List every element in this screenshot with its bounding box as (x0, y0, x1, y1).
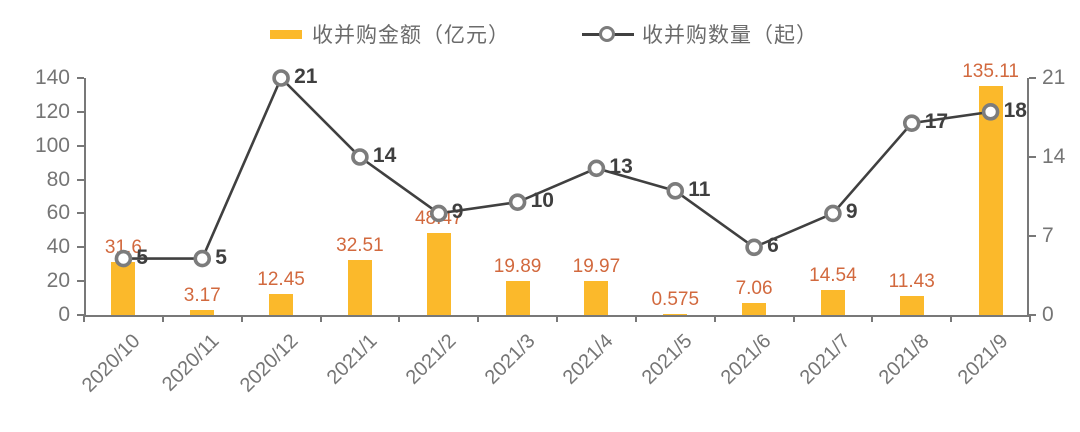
x-axis-tick (871, 315, 874, 322)
line-point-label: 18 (1003, 98, 1027, 122)
line-point-label: 6 (767, 234, 779, 258)
line-point-label: 21 (294, 65, 318, 88)
line-point-label: 5 (215, 245, 227, 269)
line-point-marker (824, 204, 842, 223)
y-axis-right-tick (1029, 156, 1036, 158)
y-axis-right-tick (1029, 235, 1036, 237)
bar-series-swatch-icon (270, 29, 302, 39)
line-series-marker-icon (582, 25, 634, 43)
x-axis-tick (319, 315, 322, 322)
line-point-marker (193, 249, 212, 268)
count-line (123, 75, 991, 260)
x-axis-tick (240, 315, 243, 322)
bar-value-label: 3.17 (183, 284, 221, 306)
y-axis-right-label: 14 (1042, 145, 1066, 168)
y-axis-left-tick (77, 212, 84, 215)
line-point-label: 14 (372, 144, 397, 167)
bar (505, 281, 530, 315)
y-axis-right-label: 21 (1042, 66, 1066, 89)
legend-item-amount: 收并购金额（亿元） (270, 20, 510, 48)
bar (742, 303, 767, 315)
y-axis-left-tick (77, 178, 84, 181)
y-axis-left-label: 100 (34, 133, 70, 157)
bar-value-label: 0.575 (651, 289, 700, 310)
y-axis-left-tick (77, 144, 84, 147)
x-axis-tick (1029, 315, 1031, 322)
line-point-label: 5 (136, 245, 149, 269)
line-point-marker (745, 238, 763, 257)
legend-item-count: 收并购数量（起） (582, 20, 818, 48)
y-axis-left-tick (77, 280, 84, 283)
x-axis-tick (398, 315, 401, 322)
y-axis-right-label: 7 (1042, 224, 1054, 247)
y-axis-left-label: 140 (34, 66, 70, 89)
y-axis-left-tick (77, 314, 84, 316)
bar-value-label: 135.11 (962, 61, 1019, 83)
line-point-marker (508, 193, 527, 211)
y-axis-right-line (1027, 78, 1029, 315)
y-axis-right-tick (1029, 77, 1036, 79)
bar (899, 295, 924, 315)
x-axis-tick (792, 315, 795, 322)
y-axis-left-tick (77, 110, 84, 113)
line-point-marker (981, 103, 1000, 121)
bar (978, 86, 1003, 315)
y-axis-right-label: 0 (1042, 303, 1054, 326)
line-point-marker (429, 204, 448, 223)
bar-value-label: 12.45 (257, 268, 305, 290)
legend-amount-label: 收并购金额（亿元） (312, 24, 510, 47)
line-point-marker (272, 69, 290, 87)
y-axis-left-label: 0 (58, 303, 70, 326)
bar (190, 309, 215, 315)
line-point-label: 9 (845, 200, 858, 224)
x-axis-tick (556, 315, 558, 322)
bar (663, 314, 688, 315)
y-axis-left-label: 80 (46, 167, 70, 191)
bar-value-label: 11.43 (888, 270, 935, 292)
y-axis-left-label: 40 (46, 235, 70, 259)
x-axis-tick (83, 315, 85, 322)
x-axis-tick (634, 315, 637, 322)
x-axis-tick (950, 315, 953, 322)
line-point-marker (351, 148, 369, 166)
x-axis-tick (161, 315, 164, 322)
bar-value-label: 31.6 (104, 236, 142, 258)
bar (426, 232, 451, 315)
bar-value-label: 7.06 (735, 278, 773, 300)
line-point-label: 17 (924, 110, 949, 134)
y-axis-left-label: 120 (34, 99, 70, 123)
bar-value-label: 19.97 (572, 256, 621, 278)
line-point-marker (666, 182, 685, 200)
legend-count-label: 收并购数量（起） (642, 24, 818, 47)
line-point-marker (902, 114, 921, 132)
bar (347, 259, 372, 315)
x-axis-tick (477, 315, 480, 322)
line-point-marker (587, 159, 606, 178)
y-axis-left-line (84, 78, 86, 315)
line-point-label: 11 (688, 177, 711, 201)
y-axis-left-label: 20 (46, 269, 70, 293)
x-axis-tick (713, 315, 716, 322)
bar (269, 293, 294, 315)
bar-value-label: 19.89 (493, 256, 542, 278)
bar-value-label: 14.54 (809, 265, 857, 287)
bar (820, 290, 845, 315)
bar-value-label: 32.51 (336, 234, 384, 256)
y-axis-left-label: 60 (46, 201, 70, 225)
y-axis-left-tick (77, 246, 84, 249)
y-axis-right-tick (1029, 314, 1036, 316)
bar (584, 281, 609, 315)
bar (111, 261, 136, 315)
line-point-marker (114, 249, 133, 268)
y-axis-left-tick (77, 77, 84, 79)
